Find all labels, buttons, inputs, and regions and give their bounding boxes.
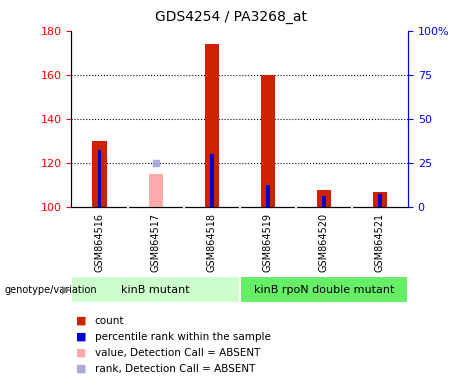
Bar — [261, 75, 275, 207]
Text: GDS4254 / PA3268_at: GDS4254 / PA3268_at — [154, 10, 307, 23]
Text: kinB mutant: kinB mutant — [121, 285, 190, 295]
Bar — [373, 192, 387, 207]
Text: ▶: ▶ — [62, 285, 71, 295]
Bar — [240, 276, 408, 303]
Bar — [98, 150, 101, 207]
Text: GSM864518: GSM864518 — [207, 213, 217, 272]
Bar — [317, 190, 331, 207]
Bar — [93, 141, 106, 207]
Text: GSM864516: GSM864516 — [95, 213, 105, 272]
Text: percentile rank within the sample: percentile rank within the sample — [95, 332, 271, 342]
Bar — [266, 185, 270, 207]
Text: GSM864520: GSM864520 — [319, 213, 329, 272]
Bar — [205, 44, 219, 207]
Text: rank, Detection Call = ABSENT: rank, Detection Call = ABSENT — [95, 364, 255, 374]
Text: value, Detection Call = ABSENT: value, Detection Call = ABSENT — [95, 348, 260, 358]
Bar — [322, 196, 326, 207]
Bar — [71, 276, 240, 303]
Text: GSM864517: GSM864517 — [151, 213, 160, 272]
Bar — [148, 174, 163, 207]
Text: ■: ■ — [76, 348, 87, 358]
Text: ■: ■ — [76, 316, 87, 326]
Text: GSM864519: GSM864519 — [263, 213, 273, 272]
Bar — [378, 194, 382, 207]
Bar — [210, 154, 213, 207]
Text: genotype/variation: genotype/variation — [5, 285, 97, 295]
Text: ■: ■ — [76, 364, 87, 374]
Text: count: count — [95, 316, 124, 326]
Text: ■: ■ — [76, 332, 87, 342]
Text: GSM864521: GSM864521 — [375, 213, 385, 272]
Text: kinB rpoN double mutant: kinB rpoN double mutant — [254, 285, 394, 295]
